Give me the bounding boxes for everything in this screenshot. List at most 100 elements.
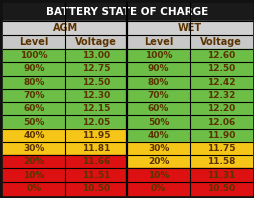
Bar [65, 168, 127, 182]
Text: 12.06: 12.06 [206, 117, 234, 127]
Bar [127, 129, 189, 142]
Bar [189, 115, 251, 129]
Text: 80%: 80% [23, 78, 45, 87]
Bar [65, 62, 127, 76]
Bar [65, 89, 127, 102]
Text: 100%: 100% [20, 51, 48, 60]
Bar [189, 168, 251, 182]
Bar [65, 155, 127, 168]
Text: 12.50: 12.50 [206, 64, 234, 73]
Text: 11.58: 11.58 [206, 157, 234, 166]
Text: 12.20: 12.20 [206, 104, 234, 113]
Text: 11.75: 11.75 [206, 144, 234, 153]
Bar [189, 155, 251, 168]
Text: 40%: 40% [147, 131, 169, 140]
Bar [189, 89, 251, 102]
Bar [189, 182, 251, 195]
Bar [189, 142, 251, 155]
Bar [65, 182, 127, 195]
Text: 10%: 10% [147, 171, 169, 180]
Text: 11.95: 11.95 [82, 131, 110, 140]
Bar [3, 21, 127, 35]
Text: 90%: 90% [23, 64, 45, 73]
Text: 12.15: 12.15 [82, 104, 110, 113]
Text: 12.60: 12.60 [206, 51, 234, 60]
Bar [65, 49, 127, 62]
Text: 20%: 20% [23, 157, 45, 166]
Text: BATTERY STATE OF CHARGE: BATTERY STATE OF CHARGE [46, 7, 208, 17]
Bar [3, 129, 65, 142]
Bar [189, 129, 251, 142]
Bar [3, 62, 65, 76]
Bar [127, 62, 189, 76]
Text: 13.00: 13.00 [82, 51, 110, 60]
Text: 0%: 0% [26, 184, 41, 193]
Text: 0%: 0% [150, 184, 166, 193]
Text: 30%: 30% [23, 144, 45, 153]
Bar [127, 49, 189, 62]
Bar [127, 142, 189, 155]
Text: 11.31: 11.31 [206, 171, 234, 180]
Text: Level: Level [19, 37, 49, 47]
Text: 12.05: 12.05 [82, 117, 110, 127]
Text: 10.50: 10.50 [206, 184, 234, 193]
Text: WET: WET [177, 23, 201, 33]
Bar [189, 62, 251, 76]
Text: 90%: 90% [147, 64, 169, 73]
Bar [127, 35, 189, 49]
Text: 100%: 100% [144, 51, 172, 60]
Bar [127, 89, 189, 102]
Text: 70%: 70% [23, 91, 45, 100]
Bar [3, 155, 65, 168]
Bar [3, 102, 65, 115]
Bar [189, 49, 251, 62]
Bar [127, 115, 189, 129]
Bar [65, 142, 127, 155]
Text: 11.81: 11.81 [82, 144, 110, 153]
Bar [3, 115, 65, 129]
Bar [65, 129, 127, 142]
Bar [189, 35, 251, 49]
Text: Voltage: Voltage [75, 37, 117, 47]
Text: 20%: 20% [147, 157, 169, 166]
Text: 12.42: 12.42 [206, 78, 234, 87]
Text: 70%: 70% [147, 91, 169, 100]
Bar [3, 89, 65, 102]
Text: 60%: 60% [23, 104, 45, 113]
Text: 11.90: 11.90 [206, 131, 234, 140]
Bar [127, 168, 189, 182]
Text: 50%: 50% [147, 117, 169, 127]
Bar [3, 168, 65, 182]
Text: 10%: 10% [23, 171, 45, 180]
Text: Level: Level [143, 37, 173, 47]
Bar [65, 76, 127, 89]
Bar [3, 35, 65, 49]
Bar [127, 155, 189, 168]
Text: 10.50: 10.50 [82, 184, 110, 193]
Text: 40%: 40% [23, 131, 45, 140]
Text: AGM: AGM [53, 23, 77, 33]
Bar [3, 76, 65, 89]
Bar [65, 102, 127, 115]
Bar [127, 102, 189, 115]
Bar [3, 142, 65, 155]
Bar [65, 115, 127, 129]
Text: Voltage: Voltage [199, 37, 241, 47]
Text: 12.75: 12.75 [82, 64, 110, 73]
Bar [3, 3, 251, 21]
Text: 60%: 60% [147, 104, 169, 113]
Bar [127, 76, 189, 89]
Text: 80%: 80% [147, 78, 169, 87]
Bar [127, 21, 251, 35]
Text: 12.30: 12.30 [82, 91, 110, 100]
Bar [65, 35, 127, 49]
Text: 30%: 30% [147, 144, 169, 153]
Bar [3, 182, 65, 195]
Bar [3, 49, 65, 62]
Bar [127, 182, 189, 195]
Bar [189, 76, 251, 89]
Text: 12.50: 12.50 [82, 78, 110, 87]
Text: 50%: 50% [23, 117, 45, 127]
Text: 11.66: 11.66 [82, 157, 110, 166]
Text: 12.32: 12.32 [206, 91, 234, 100]
